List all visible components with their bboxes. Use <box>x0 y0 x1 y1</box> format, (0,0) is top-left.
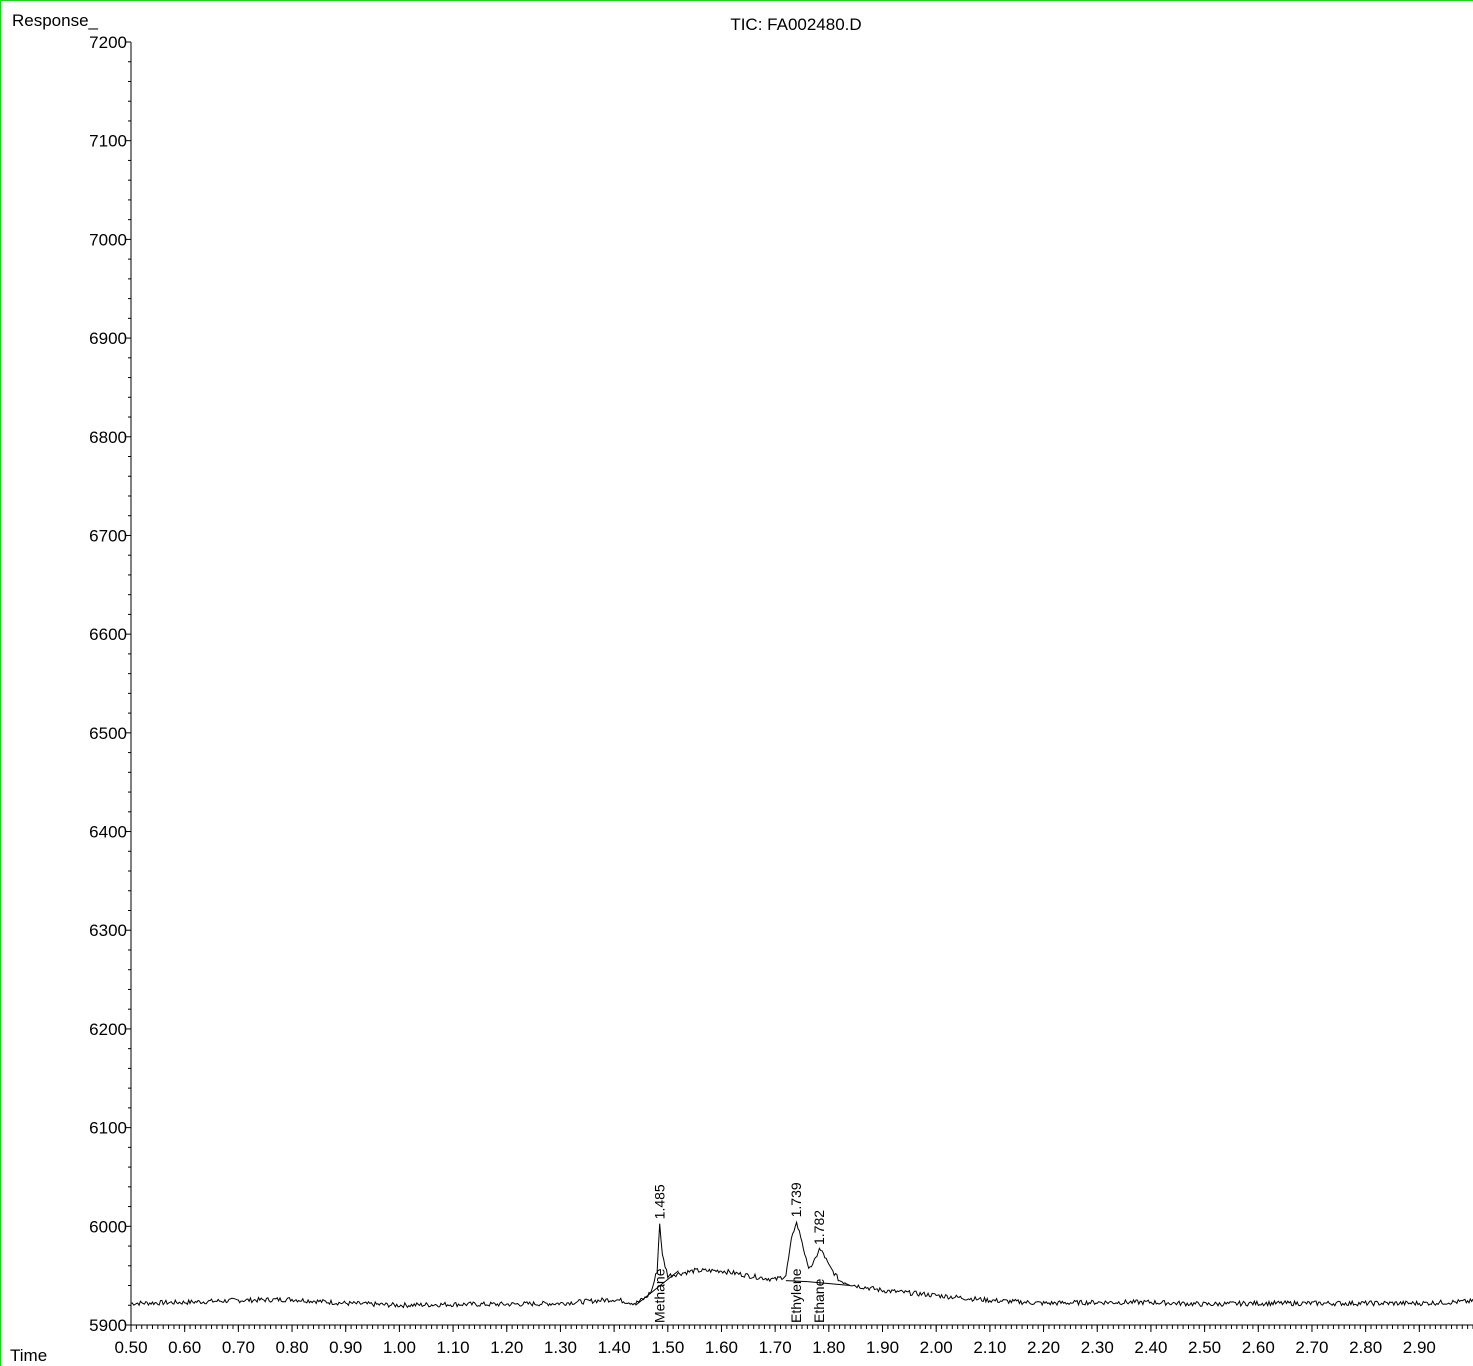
y-axis-ticks: 5900 6000 6100 6200 6300 6400 6500 6600 6700 6800… <box>89 33 131 1335</box>
x-tick-label: 2.50 <box>1188 1338 1221 1357</box>
chart-title: TIC: FA002480.D <box>730 15 861 34</box>
x-tick-label: 0.90 <box>329 1338 362 1357</box>
y-tick-label: 7100 <box>89 132 127 151</box>
y-tick-label: 6600 <box>89 625 127 644</box>
x-tick-label: 0.60 <box>168 1338 201 1357</box>
y-axis-label: Response_ <box>12 11 99 30</box>
y-tick-label: 6700 <box>89 526 127 545</box>
peak-name-label: Methane <box>652 1268 668 1323</box>
x-tick-label: 1.20 <box>490 1338 523 1357</box>
tic-trace <box>130 1220 1473 1309</box>
y-tick-label: 6300 <box>89 921 127 940</box>
peak-rt-label: 1.485 <box>652 1184 668 1219</box>
y-tick-label: 6200 <box>89 1020 127 1039</box>
x-tick-label: 1.50 <box>651 1338 684 1357</box>
x-tick-label: 2.00 <box>920 1338 953 1357</box>
x-tick-label: 2.90 <box>1403 1338 1436 1357</box>
peak-rt-label: 1.782 <box>811 1210 827 1245</box>
y-tick-label: 6400 <box>89 823 127 842</box>
x-tick-label: 2.80 <box>1349 1338 1382 1357</box>
x-tick-label: 0.70 <box>222 1338 255 1357</box>
y-tick-label: 6000 <box>89 1217 127 1236</box>
axes <box>130 42 1473 1326</box>
y-tick-label: 7200 <box>89 33 127 52</box>
y-tick-label: 5900 <box>89 1316 127 1335</box>
x-tick-label: 0.80 <box>275 1338 308 1357</box>
x-tick-label: 2.20 <box>1027 1338 1060 1357</box>
x-tick-label: 1.70 <box>759 1338 792 1357</box>
x-tick-label: 1.40 <box>598 1338 631 1357</box>
y-tick-label: 6100 <box>89 1119 127 1138</box>
x-tick-label: 2.30 <box>1081 1338 1114 1357</box>
integration-baseline <box>807 1281 851 1287</box>
x-tick-label: 1.90 <box>866 1338 899 1357</box>
y-tick-label: 6800 <box>89 428 127 447</box>
integration-baseline <box>785 1280 808 1283</box>
peak-name-label: Ethane <box>811 1278 827 1323</box>
x-tick-label: 1.30 <box>544 1338 577 1357</box>
x-tick-label: 2.10 <box>973 1338 1006 1357</box>
x-tick-label: 2.40 <box>1134 1338 1167 1357</box>
x-tick-label: 1.80 <box>812 1338 845 1357</box>
y-tick-label: 6900 <box>89 329 127 348</box>
peak-labels: 1.485 Methane 1.739 Ethylene 1.782 Ethane <box>652 1182 827 1323</box>
peak-name-label: Ethylene <box>788 1268 804 1323</box>
x-tick-label: 2.70 <box>1295 1338 1328 1357</box>
y-tick-label: 7000 <box>89 230 127 249</box>
x-tick-label: 1.10 <box>437 1338 470 1357</box>
x-tick-label: 1.00 <box>383 1338 416 1357</box>
x-tick-label: 2.60 <box>1242 1338 1275 1357</box>
tic-line <box>130 1220 1473 1309</box>
x-tick-label: 1.60 <box>705 1338 738 1357</box>
x-tick-label: 0.50 <box>114 1338 147 1357</box>
peak-rt-label: 1.739 <box>788 1182 804 1217</box>
x-axis-ticks: 0.50 0.60 0.70 0.80 0.90 1.00 1.10 1.20 1.30 1.40… <box>114 1325 1473 1357</box>
y-tick-label: 6500 <box>89 724 127 743</box>
x-axis-label: Time <box>10 1346 47 1365</box>
